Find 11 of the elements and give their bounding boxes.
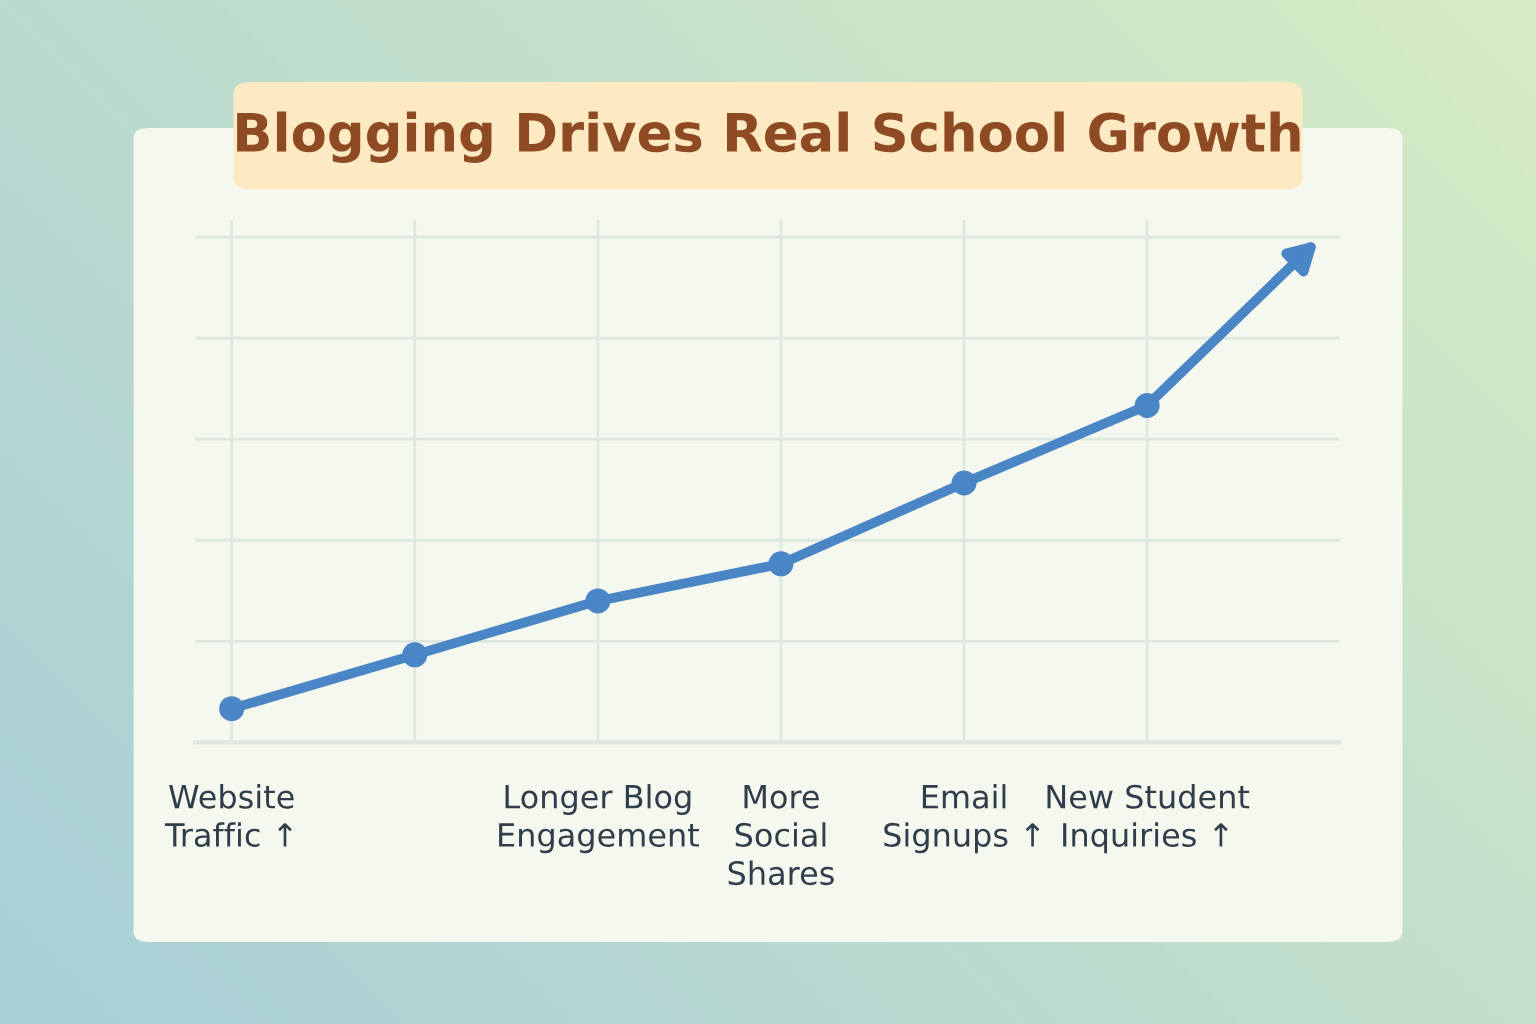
point (768, 551, 794, 577)
x-tick-label: New Student Inquiries ↑ (1047, 784, 1250, 854)
point (951, 470, 977, 496)
point (402, 642, 428, 668)
point (585, 588, 611, 614)
point (219, 696, 245, 722)
x-tick-label: Email Signups ↑ (884, 784, 1040, 854)
x-tick-label: Website Traffic ↑ (164, 784, 294, 847)
x-tick-label: More Social Shares (728, 785, 834, 886)
chart-title: Blogging Drives Real School Growth (237, 111, 1300, 163)
x-tick-label: Longer Blog Engagement (499, 784, 699, 854)
